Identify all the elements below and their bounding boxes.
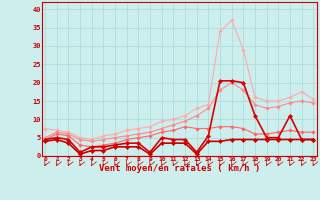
X-axis label: Vent moyen/en rafales ( km/h ): Vent moyen/en rafales ( km/h ): [99, 164, 260, 173]
